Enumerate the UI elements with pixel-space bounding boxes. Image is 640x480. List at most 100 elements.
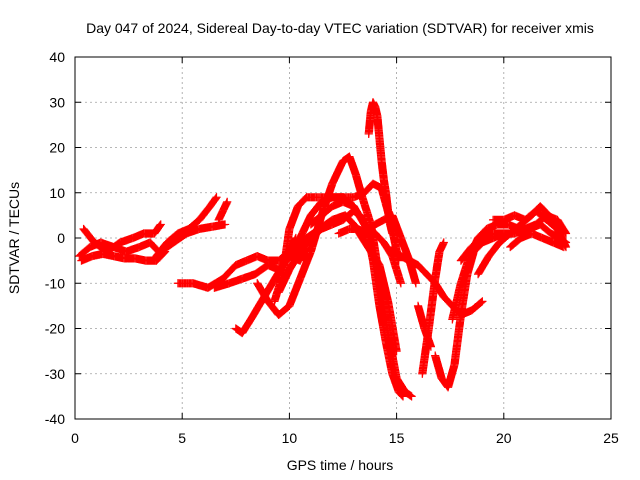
data-point-run <box>123 243 143 256</box>
x-tick-label: 20 <box>496 430 512 446</box>
data-point-run <box>279 226 294 277</box>
data-point-run <box>345 153 360 178</box>
x-tick-label: 10 <box>282 430 298 446</box>
y-axis-title: SDTVAR / TECUs <box>6 182 22 294</box>
data-point-run <box>384 298 401 354</box>
data-point-run <box>468 234 486 251</box>
data-point-run <box>375 303 390 345</box>
data-point-run <box>369 257 384 309</box>
data-series <box>488 206 562 234</box>
data-point-run <box>474 253 493 278</box>
data-point-run <box>537 221 555 237</box>
data-point <box>411 279 420 288</box>
data-point-run <box>76 243 94 260</box>
data-point-run <box>424 275 440 332</box>
data-series <box>79 220 165 256</box>
data-point-run <box>414 262 430 278</box>
data-point-run <box>389 243 405 260</box>
plot-frame <box>74 56 612 420</box>
data-point-run <box>150 221 165 237</box>
data-series <box>334 211 420 288</box>
data-point-run <box>247 298 265 323</box>
data-point-run <box>358 234 375 255</box>
chart-title: Day 047 of 2024, Sidereal Day-to-day VTE… <box>86 20 594 36</box>
data-point-run <box>285 275 304 309</box>
data-point-run <box>395 388 407 400</box>
data-point-run <box>307 198 325 219</box>
data-point-run <box>402 388 415 400</box>
data-point-run <box>420 325 435 350</box>
data-point-run <box>238 316 255 337</box>
data-point <box>398 392 408 401</box>
y-tick-label: 20 <box>49 140 65 156</box>
data-point-run <box>380 239 396 260</box>
y-tick-label: 10 <box>49 185 65 201</box>
data-point-run <box>275 266 293 296</box>
data-point-run <box>537 203 553 219</box>
data-point <box>553 224 562 234</box>
data-point-run <box>196 203 214 223</box>
data-point-run <box>363 221 379 237</box>
data-point-run <box>382 339 397 377</box>
data-point-run <box>226 275 246 287</box>
data-point-run <box>253 280 272 305</box>
data-series <box>418 238 448 378</box>
data-point-run <box>381 189 392 214</box>
data-point-run <box>369 99 379 110</box>
data-point-run <box>440 293 456 310</box>
data-point-run <box>457 271 472 318</box>
data-point-run <box>388 370 403 395</box>
data-point-run <box>375 262 392 305</box>
y-tick-label: -20 <box>45 321 65 337</box>
x-tick-label: 25 <box>603 430 619 446</box>
y-tick-label: 40 <box>49 49 65 65</box>
data-point-run <box>252 261 272 278</box>
data-point-run <box>298 212 315 237</box>
x-tick-label: 5 <box>178 430 186 446</box>
data-series <box>75 238 163 261</box>
data-point-run <box>296 248 315 282</box>
data-point-run <box>285 248 304 273</box>
data-point-run <box>371 230 387 246</box>
data-point-run <box>318 203 336 219</box>
data-point-run <box>444 361 459 391</box>
data-point-run <box>543 216 561 233</box>
data-point-run <box>554 216 570 237</box>
data-point-run <box>294 194 310 210</box>
data-series <box>289 211 401 356</box>
data-point-run <box>507 221 525 237</box>
data-point-run <box>377 158 388 183</box>
data-series <box>506 229 568 252</box>
x-tick-label: 0 <box>71 430 79 446</box>
data-point-run <box>183 225 203 238</box>
data-point-run <box>532 207 550 224</box>
data-series <box>364 98 397 238</box>
data-point <box>212 193 221 202</box>
data-point-run <box>290 234 310 255</box>
data-point <box>407 392 416 401</box>
y-tick-label: 0 <box>57 230 65 246</box>
data-point-run <box>80 225 98 246</box>
data-point-run <box>507 234 525 251</box>
data-point-run <box>239 270 258 283</box>
x-axis-title: GPS time / hours <box>287 457 394 473</box>
data-point-run <box>375 135 386 164</box>
data-point-run <box>373 113 384 142</box>
y-tick-label: -10 <box>45 275 65 291</box>
data-point <box>426 342 436 351</box>
data-point-run <box>303 225 323 242</box>
data-point-run <box>341 212 357 228</box>
data-point-run <box>414 303 429 332</box>
data-point-run <box>457 253 474 287</box>
data-point-run <box>157 239 177 255</box>
data-point-run <box>448 280 465 323</box>
data-point-run <box>316 216 336 233</box>
data-series <box>156 220 230 256</box>
data-point-run <box>457 243 475 264</box>
data-point-run <box>358 194 375 228</box>
data-point <box>396 279 405 288</box>
data-point-run <box>219 262 239 282</box>
data-point-run <box>485 239 503 260</box>
data-point-run <box>450 312 465 368</box>
data-point-run <box>431 352 446 382</box>
